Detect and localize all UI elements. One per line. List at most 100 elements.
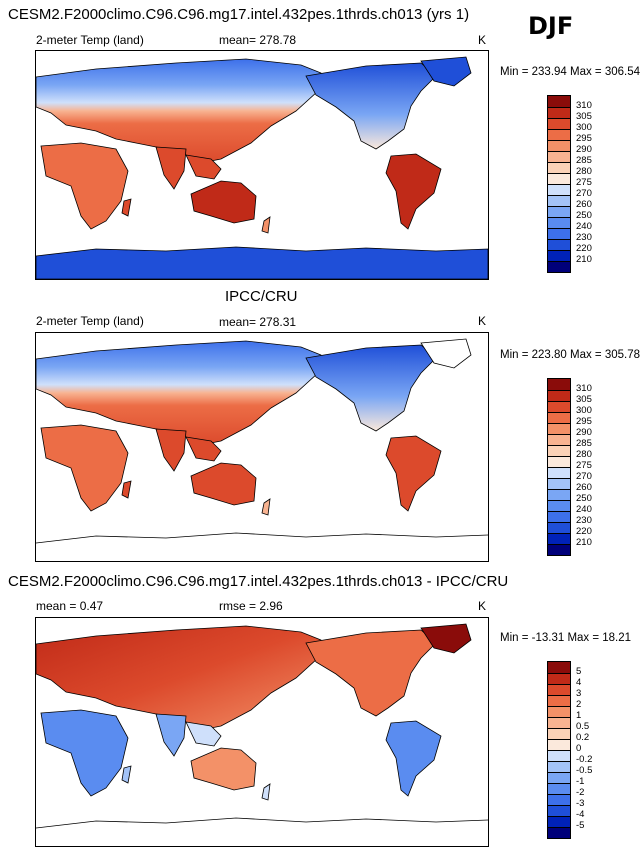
colorbar-tick-label: -0.2 — [576, 754, 593, 765]
colorbar-tick-label: 240 — [576, 221, 592, 232]
india-region — [155, 428, 187, 472]
india-region — [155, 146, 187, 190]
africa-region — [40, 424, 129, 512]
colorbar-tick-label: 240 — [576, 504, 592, 515]
colorbar-tick-label: 230 — [576, 232, 592, 243]
colorbar-tick-label: 250 — [576, 210, 592, 221]
panel1-map-canvas — [35, 56, 489, 280]
colorbar-tick-label: 260 — [576, 199, 592, 210]
colorbar-cell — [548, 706, 570, 717]
panel3-rmse-label: rmse = 2.96 — [219, 599, 283, 613]
colorbar-tick-label: 0 — [576, 743, 582, 754]
colorbar-cell — [548, 805, 570, 816]
panel3-mean-label: mean = 0.47 — [36, 599, 104, 613]
colorbar-tick-label: 300 — [576, 122, 592, 133]
colorbar-tick-label: 210 — [576, 254, 592, 265]
africa-region — [40, 709, 129, 797]
colorbar-cell — [548, 129, 570, 140]
colorbar-cell — [548, 500, 570, 511]
colorbar-cell — [548, 206, 570, 217]
panel1-units-label: K — [478, 33, 487, 47]
colorbar-tick-label: 280 — [576, 449, 592, 460]
colorbar-tick-label: -0.5 — [576, 765, 593, 776]
panel1-mean-label: mean= 278.78 — [219, 33, 297, 47]
panel2-range-text: Min = 223.80 Max = 305.78 — [500, 349, 641, 361]
colorbar-tick-label: 295 — [576, 133, 592, 144]
samerica-region — [385, 720, 442, 797]
panel2-map-canvas — [35, 338, 489, 544]
colorbar-tick-label: -4 — [576, 809, 585, 820]
colorbar-cell — [548, 750, 570, 761]
australia-region — [190, 180, 257, 224]
colorbar-cell — [548, 401, 570, 412]
colorbar-cell — [548, 195, 570, 206]
colorbar-cell — [548, 533, 570, 544]
colorbar-tick-label: 270 — [576, 471, 592, 482]
colorbar-cell — [548, 827, 570, 838]
colorbar-cell — [548, 794, 570, 805]
colorbar-cell — [548, 107, 570, 118]
namerica-region — [305, 629, 437, 717]
colorbar-cell — [548, 250, 570, 261]
colorbar-tick-label: 3 — [576, 688, 582, 699]
colorbar-tick-label: 305 — [576, 111, 592, 122]
colorbar-cell — [548, 151, 570, 162]
nz-region — [261, 498, 271, 516]
panel1-map — [35, 50, 489, 280]
seasia-region — [185, 721, 222, 747]
colorbar-tick-label: 285 — [576, 438, 592, 449]
colorbar-tick-label: 310 — [576, 100, 592, 111]
eurasia-region — [35, 340, 322, 446]
namerica-region — [305, 62, 437, 150]
panel2-mean-label: mean= 278.31 — [219, 315, 297, 329]
antarctica-outline — [35, 817, 489, 829]
antarctica-outline — [35, 532, 489, 544]
colorbar-tick-label: 220 — [576, 526, 592, 537]
samerica-region — [385, 153, 442, 230]
colorbar-tick-label: 275 — [576, 177, 592, 188]
colorbar-tick-label: 220 — [576, 243, 592, 254]
colorbar-cell — [548, 511, 570, 522]
colorbar-cell — [548, 544, 570, 555]
seasia-region — [185, 154, 222, 180]
greenland-region — [420, 338, 472, 369]
namerica-region — [305, 344, 437, 432]
eurasia-region — [35, 625, 322, 731]
colorbar-tick-label: 285 — [576, 155, 592, 166]
colorbar-tick-label: -1 — [576, 776, 585, 787]
colorbar-tick-label: 2 — [576, 699, 582, 710]
eurasia-region — [35, 58, 322, 164]
colorbar-cell — [548, 445, 570, 456]
colorbar-cell — [548, 717, 570, 728]
colorbar-cell — [548, 783, 570, 794]
panel3-map — [35, 617, 489, 847]
madagascar-region — [121, 480, 132, 499]
colorbar-cell — [548, 228, 570, 239]
panel2-colorbar — [547, 378, 571, 556]
panel1-colorbar — [547, 95, 571, 273]
colorbar-tick-label: 305 — [576, 394, 592, 405]
colorbar-tick-label: 250 — [576, 493, 592, 504]
panel3-title: CESM2.F2000climo.C96.C96.mg17.intel.432p… — [8, 573, 509, 590]
colorbar-tick-label: 4 — [576, 677, 582, 688]
nz-region — [261, 216, 271, 234]
colorbar-cell — [548, 379, 570, 390]
colorbar-cell — [548, 261, 570, 272]
colorbar-cell — [548, 728, 570, 739]
colorbar-tick-label: 210 — [576, 537, 592, 548]
panel3-units-label: K — [478, 599, 487, 613]
greenland-region — [420, 56, 472, 87]
colorbar-tick-label: 1 — [576, 710, 582, 721]
colorbar-tick-label: 290 — [576, 427, 592, 438]
colorbar-tick-label: 260 — [576, 482, 592, 493]
panel3-colorbar — [547, 661, 571, 839]
seasia-region — [185, 436, 222, 462]
panel2-map — [35, 332, 489, 562]
colorbar-cell — [548, 456, 570, 467]
colorbar-cell — [548, 162, 570, 173]
colorbar-tick-label: 275 — [576, 460, 592, 471]
africa-region — [40, 142, 129, 230]
colorbar-tick-label: 230 — [576, 515, 592, 526]
panel1-variable-label: 2-meter Temp (land) — [36, 33, 144, 47]
colorbar-cell — [548, 140, 570, 151]
